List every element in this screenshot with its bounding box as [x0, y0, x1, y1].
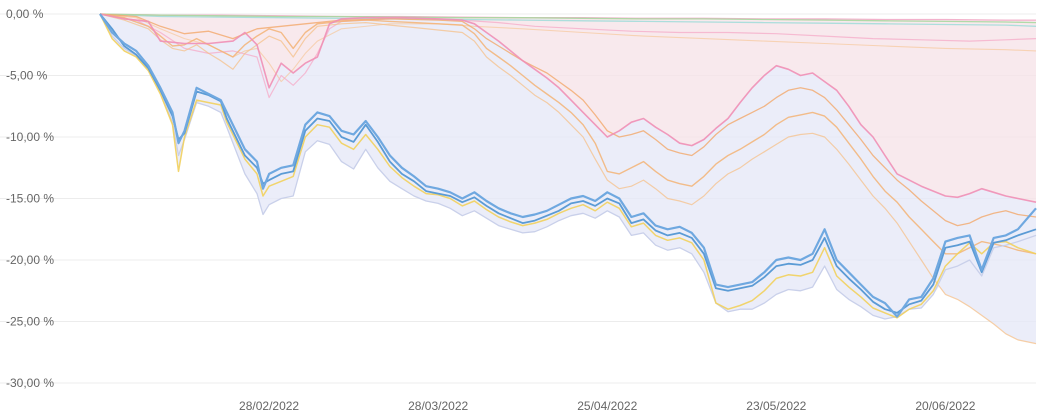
- y-tick-label: -10,00 %: [6, 130, 54, 144]
- y-tick-label: -20,00 %: [6, 253, 54, 267]
- y-tick-label: -15.00 %: [6, 192, 54, 206]
- y-tick-label: -5,00 %: [6, 69, 48, 83]
- series-line-5: [99, 13, 1037, 345]
- x-tick-label: 28/02/2022: [239, 399, 299, 413]
- series-line-3: [99, 13, 1037, 320]
- series-line-2: [99, 13, 1037, 319]
- y-tick-label: -25,00 %: [6, 315, 54, 329]
- series-line-11: [99, 13, 1037, 27]
- x-tick-label: 23/05/2022: [746, 399, 806, 413]
- y-axis-labels: 0,00 % -5,00 % -10,00 % -15.00 % -20,00 % -25…: [6, 7, 54, 390]
- series-line-7: [99, 13, 1037, 203]
- series-lines: [99, 13, 1037, 345]
- range-fill-upper: [100, 14, 1036, 203]
- x-tick-label: 25/04/2022: [577, 399, 637, 413]
- series-line-10: [99, 13, 1037, 24]
- series-line-4: [99, 13, 1037, 255]
- series-line-6: [99, 13, 1037, 227]
- x-tick-label: 20/06/2022: [915, 399, 975, 413]
- series-line-0: [99, 13, 1037, 318]
- x-tick-label: 28/03/2022: [408, 399, 468, 413]
- y-tick-label: -30,00 %: [6, 376, 54, 390]
- range-fills: [100, 14, 1036, 344]
- x-axis-labels: 28/02/2022 28/03/2022 25/04/2022 23/05/2022…: [239, 399, 976, 413]
- y-tick-label: 0,00 %: [6, 7, 44, 21]
- series-line-1: [99, 13, 1037, 314]
- range-fill-lower: [100, 14, 1036, 344]
